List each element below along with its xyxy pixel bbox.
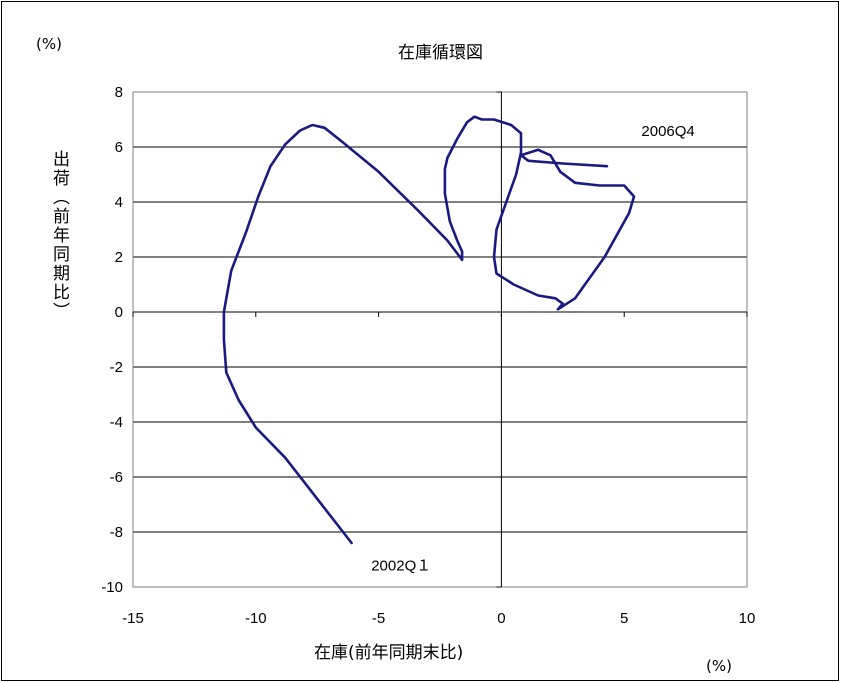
x-axis-label: 在庫(前年同期末比) — [314, 643, 464, 663]
x-tick-label: 10 — [739, 610, 756, 627]
y-tick-label: 2 — [115, 249, 123, 266]
x-tick-label: -10 — [245, 610, 267, 627]
y-tick-label: -10 — [101, 579, 123, 596]
y-tick-label: 6 — [115, 139, 123, 156]
plot-area-border — [132, 91, 748, 588]
y-tick-label: -2 — [110, 359, 123, 376]
y-tick-label: 4 — [115, 194, 123, 211]
y-axis-label: 出荷（前年同期比） — [49, 150, 69, 321]
x-axis-unit: (%) — [706, 657, 732, 675]
y-tick-label: 0 — [115, 304, 123, 321]
y-axis-unit: (%) — [36, 35, 62, 53]
x-tick-label: 5 — [620, 610, 628, 627]
x-tick-label: 0 — [497, 610, 505, 627]
y-tick-label: -6 — [110, 469, 123, 486]
x-tick-label: -15 — [122, 610, 144, 627]
annotation-label: 2006Q4 — [641, 123, 694, 140]
x-tick-label: -5 — [372, 610, 385, 627]
y-tick-label: -8 — [110, 524, 123, 541]
y-tick-label: -4 — [110, 414, 123, 431]
chart-title: 在庫循環図 — [398, 43, 483, 63]
series-line — [222, 115, 636, 545]
y-tick-label: 8 — [115, 84, 123, 101]
annotation-label: 2002Q１ — [371, 558, 431, 575]
